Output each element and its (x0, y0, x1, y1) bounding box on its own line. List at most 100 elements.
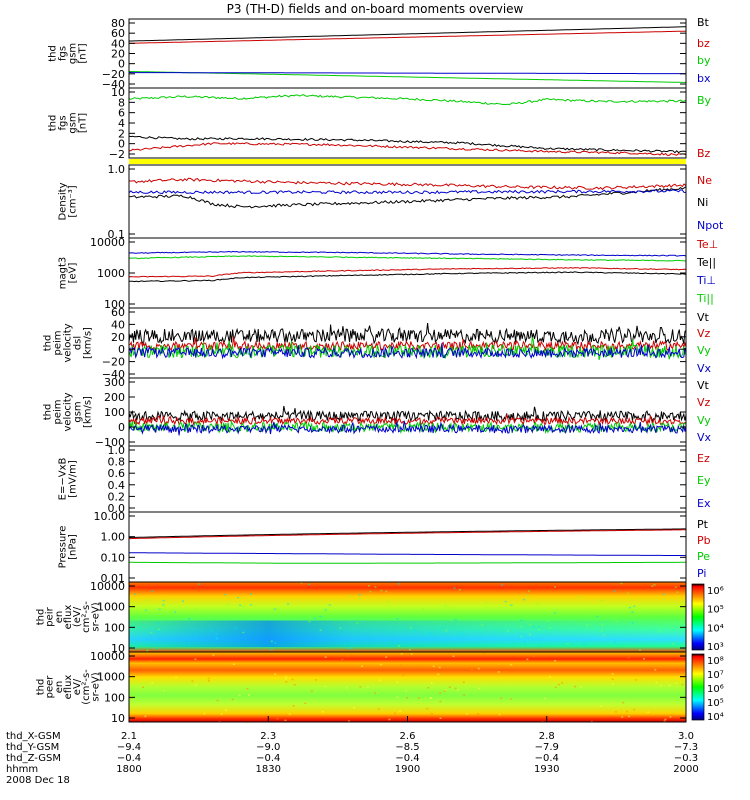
spectrogram-texture (633, 605, 636, 608)
spectrogram-texture (396, 618, 399, 620)
series-line-vt (128, 405, 687, 423)
x-tick-label: −0.4 (395, 753, 419, 764)
svg-text:thd: thd (48, 45, 59, 62)
colorbar: 10⁸ 10⁷ 10⁶ 10⁵ 10⁴ (691, 653, 724, 723)
spectrogram-texture (129, 697, 132, 700)
series-line-bt (128, 26, 687, 42)
spectrogram-texture (203, 712, 206, 715)
spectrogram-texture (248, 694, 251, 696)
spectrogram-texture (430, 682, 433, 684)
spectrogram-texture (504, 600, 507, 603)
spectrogram-texture (194, 658, 197, 660)
svg-text:thd: thd (43, 404, 54, 421)
spectrogram-texture (357, 597, 360, 599)
y-tick-label: 10 (111, 642, 125, 655)
spectrogram-texture (497, 671, 500, 673)
svg-text:eflux: eflux (63, 605, 74, 630)
legend-bz: bz (697, 37, 710, 50)
spectrogram-texture (675, 682, 678, 685)
svg-text:fgs: fgs (58, 115, 69, 130)
y-axis-label: Pressure [nPa] (58, 526, 79, 569)
svg-text:thd: thd (36, 679, 47, 696)
series-line-te (129, 271, 687, 283)
spectrogram-texture (274, 642, 276, 644)
spectrogram-texture (341, 658, 344, 661)
spectrogram-texture (407, 715, 410, 717)
spectrogram-texture (211, 629, 214, 632)
y-tick-label: 0.2 (108, 490, 126, 503)
legend-bt: Bt (697, 16, 710, 29)
spectrogram-texture (583, 643, 585, 646)
svg-text:peim: peim (53, 399, 64, 424)
svg-text:sr-eV): sr-eV) (90, 602, 101, 631)
spectrogram-texture (225, 709, 227, 711)
spectrogram-texture (543, 697, 546, 700)
spectrogram-texture (280, 610, 282, 612)
spectrogram-texture (639, 649, 641, 651)
spectrogram-texture (359, 686, 362, 688)
spectrogram-texture (385, 656, 388, 658)
spectrogram-texture (612, 617, 615, 619)
legend-te: Te⊥ (696, 238, 718, 251)
legend-pt: Pt (697, 518, 709, 531)
spectrogram-texture (304, 702, 307, 705)
spectrogram-texture (579, 686, 582, 688)
svg-text:Density: Density (58, 182, 69, 220)
spectrogram-texture (151, 590, 154, 592)
spectrogram-texture (300, 582, 303, 584)
spectrogram-texture (554, 686, 557, 689)
spectrogram-texture (490, 666, 493, 668)
svg-text:gsm: gsm (68, 43, 79, 64)
svg-text:sr-eV): sr-eV) (90, 672, 101, 701)
x-tick-label: −7.3 (674, 742, 698, 753)
spectrogram-texture (611, 683, 614, 685)
spectrogram-texture (655, 609, 658, 611)
legend-vx: Vx (697, 362, 712, 375)
spectrogram-texture (216, 638, 219, 640)
spectrogram-texture (226, 603, 229, 606)
y-axis-label: E=−VxB [mV/m] (58, 458, 79, 501)
spectrogram-texture (437, 673, 440, 675)
spectrogram-texture (430, 712, 433, 715)
y-tick-label: 10000 (90, 580, 125, 593)
y-tick-label: 6 (118, 107, 125, 120)
spectrogram-texture (438, 666, 441, 669)
y-tick-label: 100 (104, 691, 125, 704)
spectrogram-texture (548, 627, 551, 629)
series-line-ne (128, 177, 687, 191)
y-tick-label: −100 (95, 436, 125, 449)
spectrogram-texture (520, 635, 523, 638)
svg-text:[mV/m]: [mV/m] (68, 460, 79, 498)
spectrogram-texture (284, 719, 287, 722)
y-tick-label: −2 (109, 148, 125, 161)
spectrogram-texture (454, 687, 457, 690)
spectrogram-texture (680, 652, 683, 655)
spectrogram-texture (327, 626, 330, 629)
spectrogram-texture (600, 630, 603, 632)
spectrogram-texture (350, 647, 353, 650)
x-tick-label: −0.3 (674, 753, 698, 764)
spectrogram-texture (396, 681, 399, 683)
spectrogram-texture (538, 628, 541, 631)
spectrogram-texture (510, 604, 513, 606)
spectrogram-texture (308, 583, 311, 585)
svg-text:peir: peir (45, 606, 56, 626)
spectrogram-texture (328, 604, 331, 606)
spectrogram-texture (145, 609, 148, 611)
svg-text:gsm: gsm (73, 401, 84, 422)
series-line-ti (128, 255, 687, 262)
x-tick-label: −0.4 (117, 753, 141, 764)
y-tick-label: 60 (111, 306, 125, 319)
spectrogram-texture (319, 615, 322, 618)
spectrogram-texture (635, 679, 638, 681)
spectrogram-texture (191, 680, 194, 682)
spectrogram-texture (270, 640, 273, 643)
x-axis-row-label: thd_Z-GSM (6, 753, 61, 764)
spectrogram-texture (518, 636, 521, 638)
x-tick-label: −0.4 (256, 753, 280, 764)
series-line-bz (129, 142, 687, 156)
colorbar-tick-label: 10⁶ (707, 684, 724, 695)
spectrogram-texture (668, 684, 671, 687)
